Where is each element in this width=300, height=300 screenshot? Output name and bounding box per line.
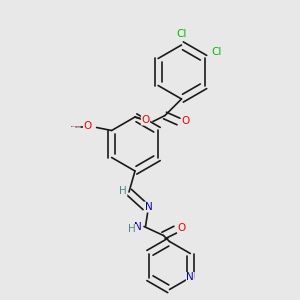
Text: O: O bbox=[182, 116, 190, 127]
Text: methyl: methyl bbox=[76, 127, 80, 128]
Text: H: H bbox=[119, 185, 127, 196]
Text: Cl: Cl bbox=[212, 47, 222, 58]
Text: H: H bbox=[128, 224, 136, 235]
Text: N: N bbox=[134, 221, 142, 232]
Text: N: N bbox=[186, 272, 194, 283]
Text: O: O bbox=[141, 115, 150, 125]
Text: N: N bbox=[145, 202, 152, 212]
Text: Cl: Cl bbox=[176, 28, 187, 39]
Text: methoxy: methoxy bbox=[71, 125, 77, 127]
Text: O: O bbox=[177, 223, 186, 233]
Text: O: O bbox=[83, 121, 92, 131]
